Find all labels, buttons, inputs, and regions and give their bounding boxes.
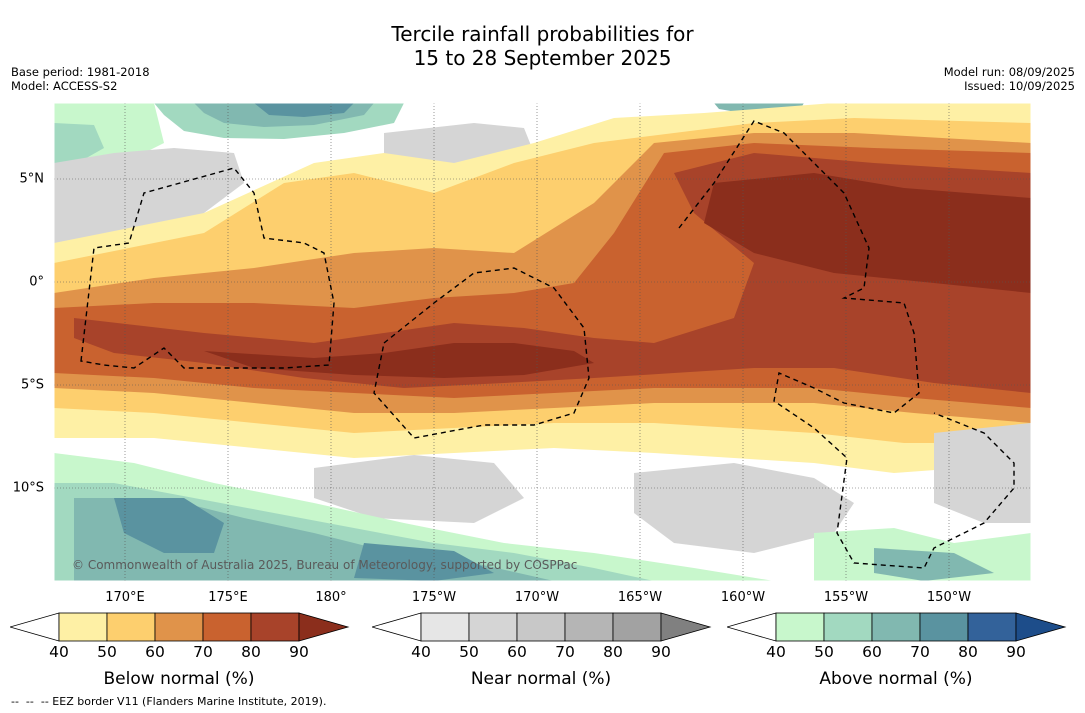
left-meta: Base period: 1981-2018 Model: ACCESS-S2 [11,65,150,93]
colorbar-near-tick: 60 [507,643,527,661]
rainfall-probability-map [54,103,1031,581]
lon-label-170e: 170°E [105,590,145,605]
colorbar-below-tick: 90 [289,643,309,661]
lat-label-0: 0° [29,274,44,290]
colorbar-near-segment-2 [468,612,518,642]
colorbar-above-tick: 40 [766,643,786,661]
colorbar-below-segment-0 [10,612,60,642]
colorbar-below-tick: 70 [193,643,213,661]
map-title-line1: Tercile rainfall probabilities for [391,22,694,46]
near-south-east [934,423,1031,523]
colorbar-below-segment-4 [202,612,252,642]
colorbar-above-segment-1 [775,612,825,642]
colorbar-above-segment-4 [919,612,969,642]
copyright-credit: © Commonwealth of Australia 2025, Bureau… [72,558,578,572]
colorbar-below-segment-2 [106,612,156,642]
issued-text: Issued: 10/09/2025 [964,79,1075,93]
colorbar-near-tick: 90 [651,643,671,661]
colorbar-below-tick: 50 [97,643,117,661]
below-deep-brown [204,343,594,378]
colorbar-above-tick: 90 [1006,643,1026,661]
colorbar-below-title: Below normal (%) [103,669,255,689]
colorbar-above-segment-2 [823,612,873,642]
lon-label-180: 180° [315,590,347,605]
colorbar-below-tick: 80 [241,643,261,661]
colorbar-near-segment-0 [372,612,422,642]
model-run-text: Model run: 08/09/2025 [943,65,1075,79]
lon-label-155w: 155°W [823,590,869,605]
right-meta: Model run: 08/09/2025 Issued: 10/09/2025 [944,65,1075,93]
above-south-blue [114,498,224,553]
graticule [54,103,1031,581]
colorbar-near-segment-3 [516,612,566,642]
colorbar-near-tick: 50 [459,643,479,661]
lat-label-5s: 5°S [20,377,44,393]
colorbar-above-tick: 60 [862,643,882,661]
colorbar-near-segment-6 [660,612,712,642]
above-southeast-teal [874,548,994,581]
colorbar-above-segment-3 [871,612,921,642]
colorbar-near-segment-5 [612,612,662,642]
above-north-blue [254,103,354,117]
eez-borders [80,120,1015,569]
colorbar-above-segment-6 [1015,612,1067,642]
colorbar-below-segment-3 [154,612,204,642]
colorbar-below-segment-6 [298,612,350,642]
colorbar-below-tick: 60 [145,643,165,661]
lat-label-10s: 10°S [12,480,44,496]
colorbar-above-tick: 50 [814,643,834,661]
colorbar-below-segment-5 [250,612,300,642]
above-north-left-teal [54,123,104,173]
eez-border-west [80,167,335,369]
colorbar-near-segment-4 [564,612,614,642]
near-south-band [314,455,524,523]
colorbar-near-segment-1 [420,612,470,642]
base-period-text: Base period: 1981-2018 [11,65,150,79]
colorbar-below-normal [10,612,350,642]
map-title-line2: 15 to 28 September 2025 [413,46,672,70]
eez-border-east [678,120,1015,569]
colorbar-below-segment-1 [58,612,108,642]
lon-label-165w: 165°W [617,590,663,605]
colorbar-above-segment-5 [967,612,1017,642]
colorbar-near-normal [372,612,712,642]
eez-footer-note: -- -- -- EEZ border V11 (Flanders Marine… [11,695,327,708]
above-south-deep [354,543,494,581]
colorbar-above-tick: 80 [958,643,978,661]
lon-label-175e: 175°E [208,590,248,605]
eez-border-center [373,267,590,439]
lon-label-160w: 160°W [720,590,766,605]
lon-label-150w: 150°W [926,590,972,605]
colorbar-near-title: Near normal (%) [470,669,612,689]
colorbar-above-title: Above normal (%) [819,669,973,689]
model-text: Model: ACCESS-S2 [11,79,118,93]
colorbar-above-segment-0 [727,612,777,642]
colorbar-above-tick: 70 [910,643,930,661]
colorbar-near-tick: 70 [555,643,575,661]
colorbar-below-tick: 40 [49,643,69,661]
lat-label-5n: 5°N [19,171,45,187]
near-north-band [54,148,244,253]
lon-label-175w: 175°W [411,590,457,605]
near-south-right [634,463,854,553]
colorbar-near-tick: 40 [411,643,431,661]
colorbar-above-normal [727,612,1067,642]
colorbar-near-tick: 80 [603,643,623,661]
lon-label-170w: 170°W [514,590,560,605]
